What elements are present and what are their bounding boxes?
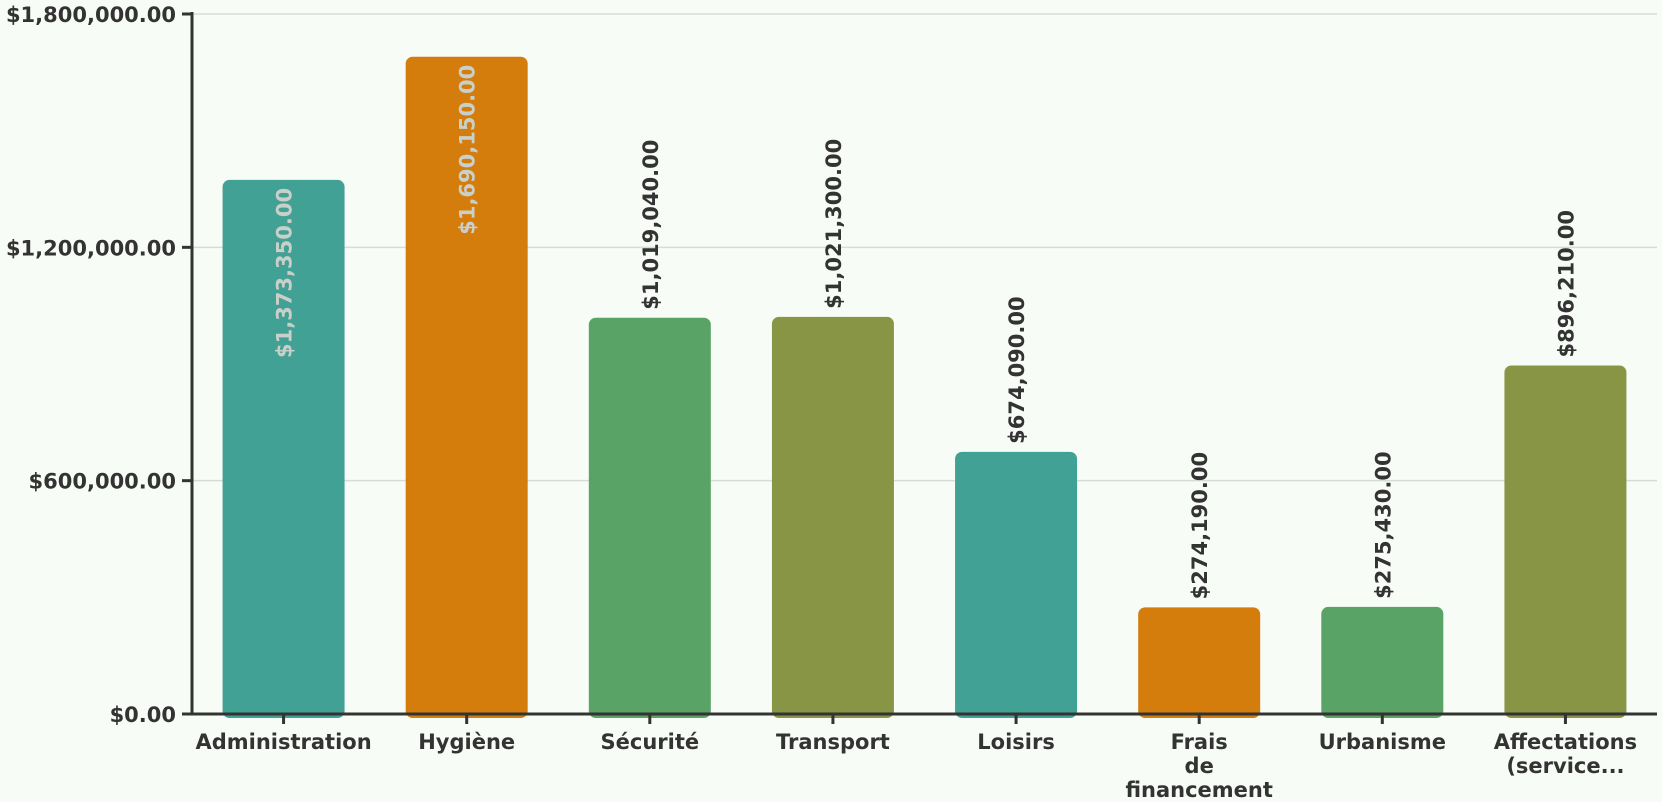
- value-label: $1,373,350.00: [273, 188, 297, 358]
- y-tick-label: $600,000.00: [29, 470, 176, 494]
- x-tick-label: Hygiène: [418, 730, 515, 754]
- x-tick-label: Transport: [776, 730, 890, 754]
- bar: [405, 56, 528, 719]
- bar: [955, 451, 1078, 718]
- value-label: $274,190.00: [1188, 452, 1212, 599]
- x-tick-label: Sécurité: [601, 730, 700, 754]
- y-tick-label: $0.00: [110, 703, 176, 727]
- value-labels: $1,373,350.00 $1,690,150.00 $1,019,040.00 $…: [273, 65, 1579, 600]
- value-label: $896,210.00: [1554, 210, 1578, 357]
- value-label: $1,021,300.00: [822, 139, 846, 309]
- bar: [588, 317, 711, 718]
- x-tick-label: Loisirs: [977, 730, 1055, 754]
- bar: [1138, 607, 1261, 718]
- x-tick-label: Urbanisme: [1319, 730, 1446, 754]
- value-label: $674,090.00: [1005, 296, 1029, 443]
- x-axis: Administration Hygiène Sécurité Transport Lo…: [182, 712, 1657, 802]
- value-label: $1,690,150.00: [456, 65, 480, 235]
- x-tick-label: Affectations (service...: [1494, 730, 1637, 778]
- x-tick-label: Frais de financement: [1125, 730, 1272, 802]
- bar: [1504, 365, 1627, 718]
- bar: [222, 179, 345, 719]
- value-label: $1,019,040.00: [639, 140, 663, 310]
- x-tick-label: Administration: [195, 730, 371, 754]
- bars: [222, 56, 1627, 719]
- y-tick-label: $1,200,000.00: [6, 236, 176, 260]
- value-label: $275,430.00: [1371, 451, 1395, 598]
- y-axis: $0.00 $600,000.00 $1,200,000.00 $1,800,000.…: [6, 3, 194, 727]
- bar: [771, 316, 894, 718]
- y-tick-label: $1,800,000.00: [6, 3, 176, 27]
- bar: [1321, 606, 1444, 718]
